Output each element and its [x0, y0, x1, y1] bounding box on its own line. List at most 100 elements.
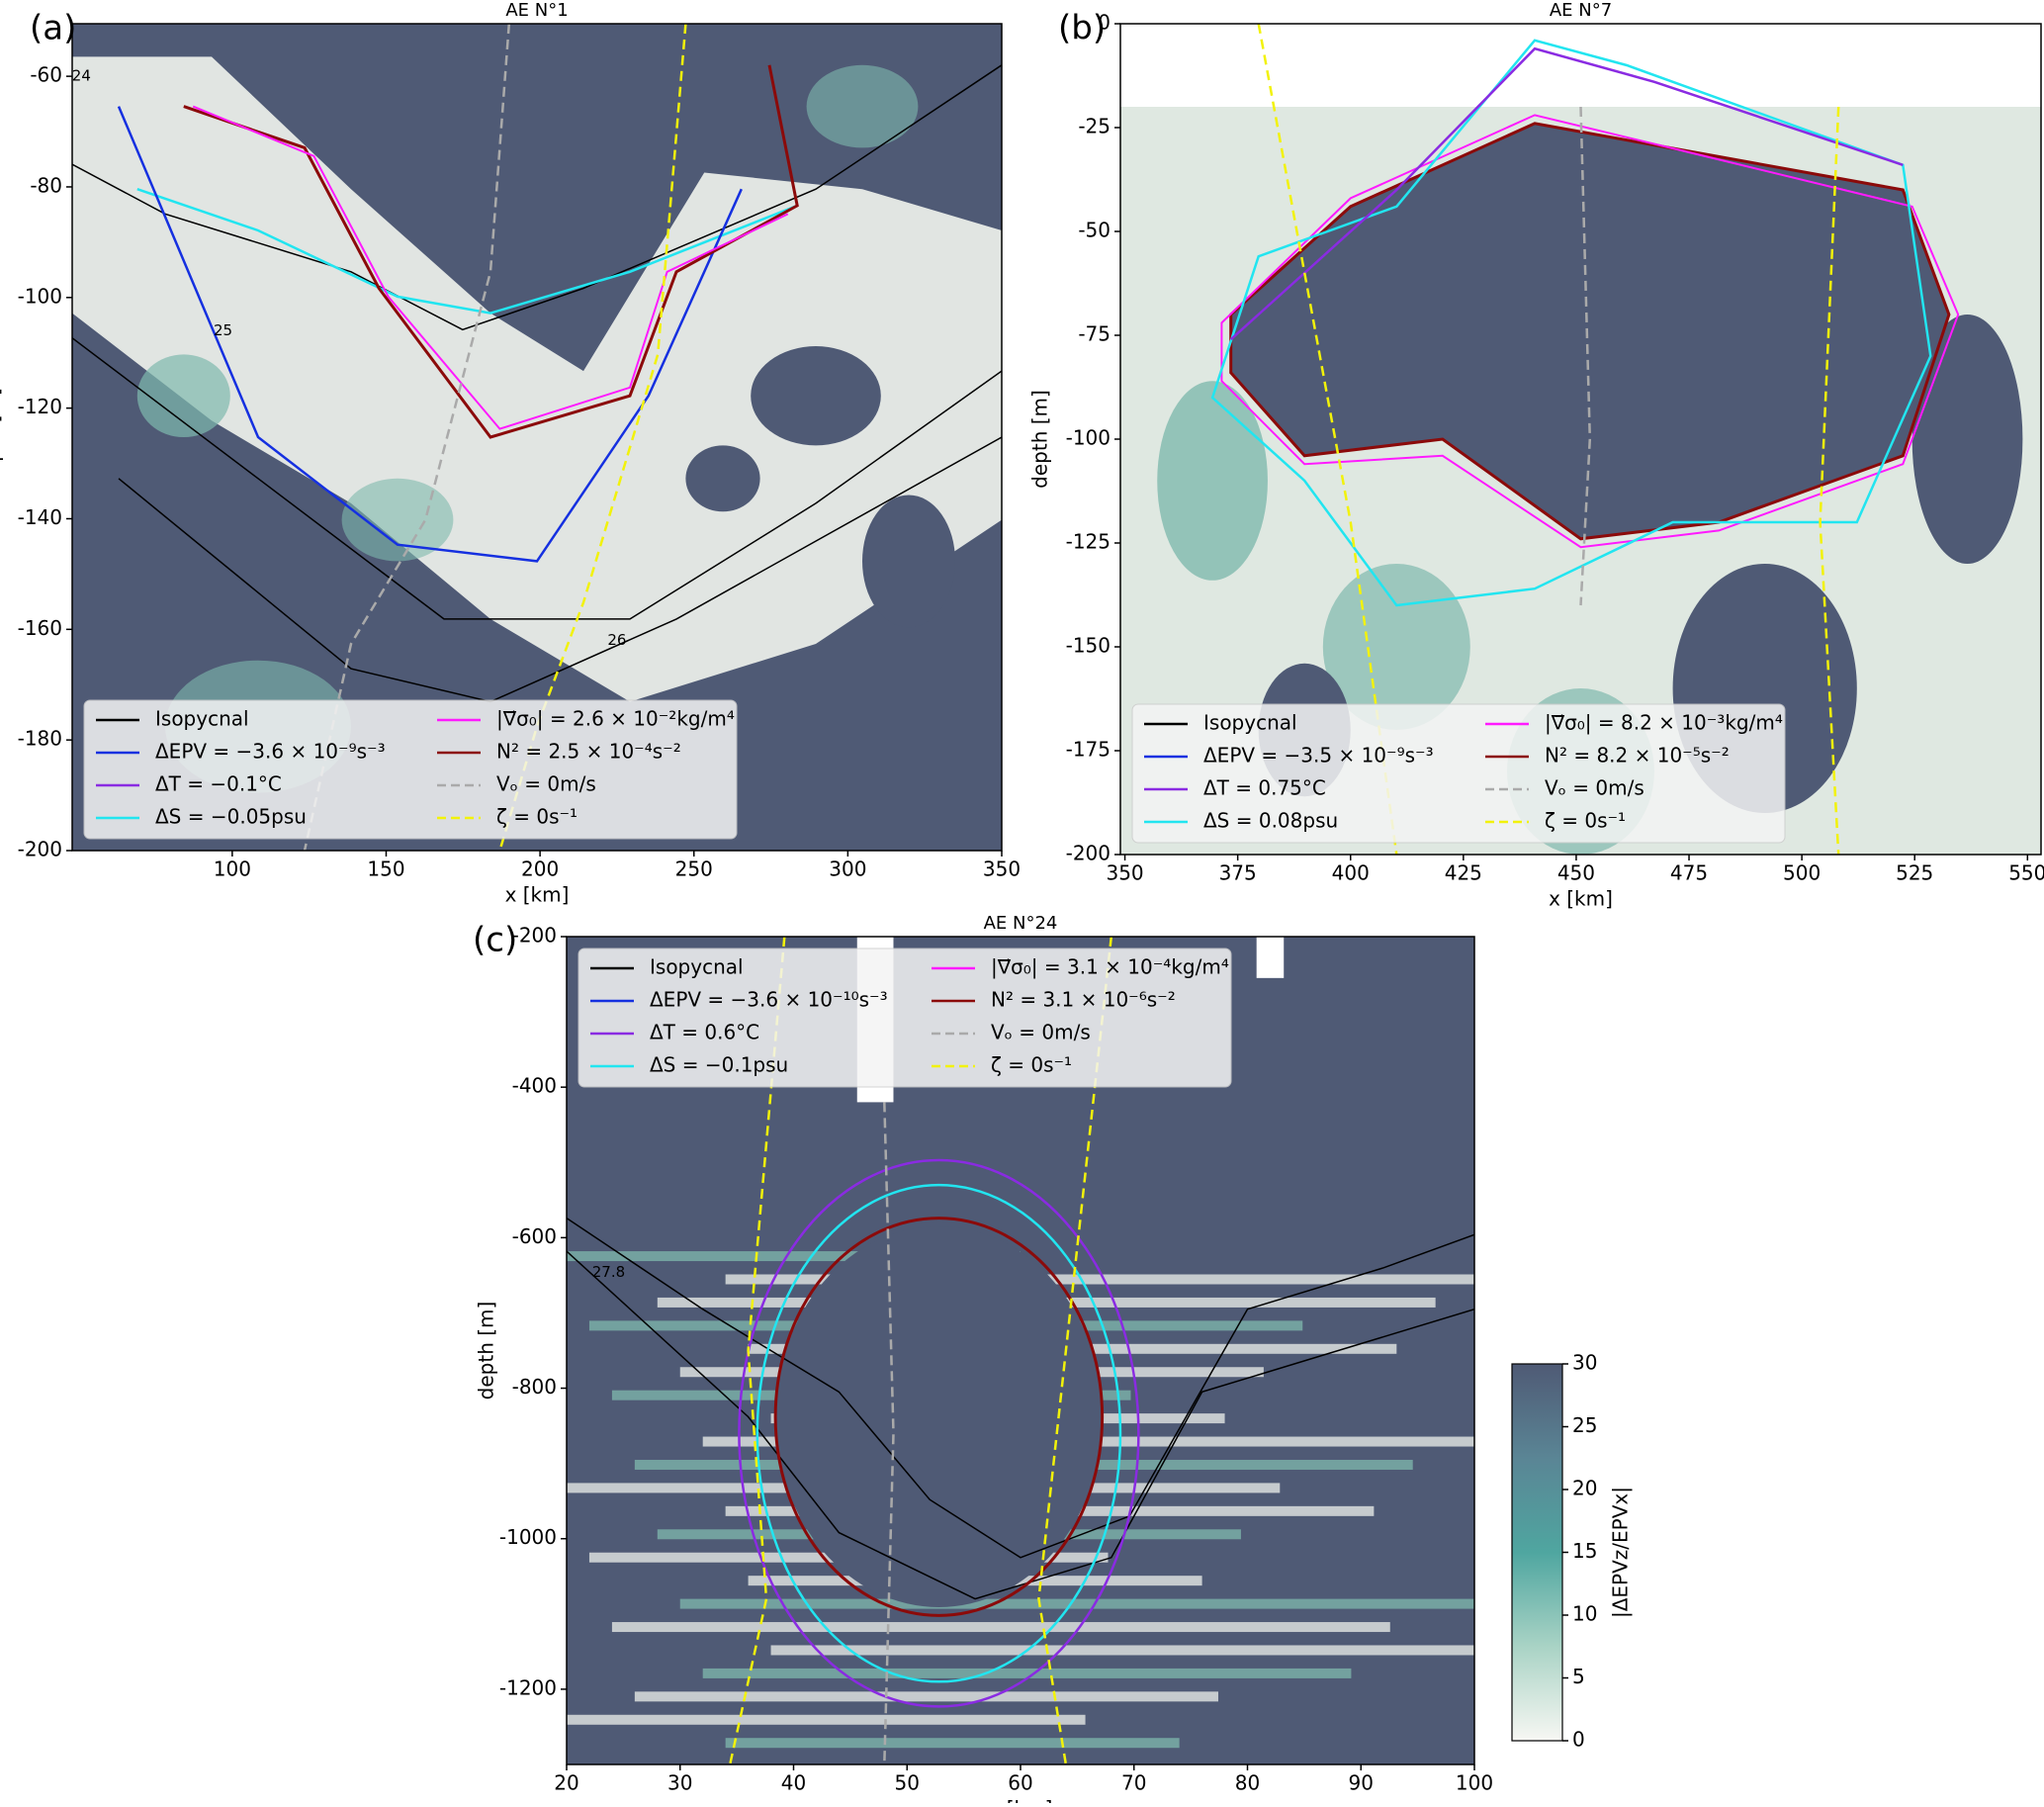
x-tick-label: 550 — [2008, 861, 2044, 885]
x-tick-label: 40 — [781, 1771, 806, 1795]
field-streak — [725, 1738, 1180, 1749]
legend-label: ΔS = −0.05psu — [155, 805, 307, 829]
y-tick-label: -100 — [18, 284, 62, 308]
legend-label: Vₒ = 0m/s — [1545, 776, 1644, 800]
contour-line — [1229, 46, 1904, 341]
legend-label: |∇⃗σ₀| = 3.1 × 10⁻⁴kg/m⁴ — [991, 955, 1229, 979]
contour-label: 25 — [214, 321, 232, 339]
y-tick-label: -200 — [512, 924, 557, 948]
field-patch — [685, 445, 760, 512]
x-tick-label: 90 — [1349, 1771, 1374, 1795]
contour-line — [567, 1250, 1474, 1600]
colorbar-tick-label: 30 — [1572, 1351, 1597, 1375]
chart-title: AE N°1 — [505, 0, 568, 21]
field-patch — [1911, 315, 2023, 564]
legend-label: Isopycnal — [1203, 711, 1297, 735]
field-patch — [806, 64, 919, 148]
panel-label: (a) — [30, 9, 76, 48]
y-tick-label: -100 — [1066, 426, 1111, 450]
contour-line — [755, 1183, 1122, 1683]
y-tick-label: -125 — [1066, 530, 1111, 554]
legend-label: Isopycnal — [650, 955, 744, 979]
plot-frame — [71, 23, 1003, 852]
contour-label: 27.8 — [592, 1263, 625, 1281]
field-streak — [770, 1645, 1474, 1656]
field-patch — [136, 354, 230, 438]
y-axis-label: depth [m] — [1028, 390, 1052, 489]
contour-line — [738, 1158, 1140, 1708]
y-tick-label: -140 — [18, 505, 62, 529]
x-tick-label: 475 — [1670, 861, 1708, 885]
y-tick-label: -1200 — [499, 1675, 557, 1699]
contour-line — [1210, 39, 1932, 607]
x-tick-label: 150 — [367, 858, 404, 881]
legend-box — [1131, 703, 1786, 844]
legend-label: ΔT = 0.75°C — [1203, 776, 1326, 800]
y-tick-label: -1000 — [499, 1525, 557, 1549]
contour-line — [773, 1217, 1105, 1617]
contour-line — [1229, 122, 1951, 541]
x-tick-label: 450 — [1557, 861, 1595, 885]
legend-label: Vₒ = 0m/s — [496, 772, 596, 796]
legend-label: ζ = 0s⁻¹ — [496, 805, 578, 829]
x-tick-label: 400 — [1332, 861, 1370, 885]
colorbar-tick-label: 0 — [1572, 1728, 1585, 1752]
x-tick-label: 100 — [214, 858, 251, 881]
field-mask — [1256, 937, 1285, 978]
contour-line — [1819, 106, 1840, 855]
contour-line — [1579, 106, 1592, 606]
contour-line — [728, 937, 786, 1764]
x-tick-label: 200 — [521, 858, 559, 881]
x-tick-label: 300 — [829, 858, 866, 881]
x-tick-label: 50 — [895, 1771, 920, 1795]
legend-label: Isopycnal — [155, 707, 249, 731]
field-patch — [1157, 381, 1268, 581]
x-tick-label: 350 — [983, 858, 1021, 881]
field-streak — [567, 1714, 1086, 1725]
contour-label: 24 — [72, 67, 91, 85]
contour-line — [183, 64, 799, 439]
y-tick-label: -80 — [30, 173, 62, 197]
y-tick-label: -200 — [18, 838, 62, 861]
legend-label: ΔEPV = −3.6 × 10⁻⁹s⁻³ — [155, 740, 386, 764]
field-patch — [775, 1225, 1103, 1607]
legend-label: ΔT = 0.6°C — [650, 1021, 759, 1044]
field-streak — [679, 1598, 1474, 1609]
colorbar-tick-label: 20 — [1572, 1477, 1597, 1500]
x-tick-label: 100 — [1456, 1771, 1493, 1795]
colorbar — [1511, 1363, 1563, 1742]
legend-label: |∇⃗σ₀| = 2.6 × 10⁻²kg/m⁴ — [496, 707, 735, 731]
y-tick-label: -160 — [18, 616, 62, 640]
contour-line — [117, 106, 743, 563]
colorbar-tick-label: 15 — [1572, 1539, 1597, 1563]
chart-title: AE N°24 — [984, 913, 1058, 934]
field-patch — [1230, 123, 1949, 539]
y-tick-label: -400 — [512, 1074, 557, 1098]
y-axis-label: depth [m] — [475, 1302, 498, 1400]
y-tick-label: -200 — [1066, 842, 1111, 865]
x-tick-label: 425 — [1445, 861, 1482, 885]
field-streak — [611, 1622, 1390, 1633]
field-patch — [72, 56, 1002, 702]
contour-label: 26 — [607, 631, 626, 649]
legend-label: ζ = 0s⁻¹ — [1545, 809, 1626, 833]
legend-label: Vₒ = 0m/s — [991, 1021, 1091, 1044]
field-mask — [1120, 24, 2041, 107]
x-tick-label: 525 — [1896, 861, 1933, 885]
x-tick-label: 375 — [1219, 861, 1257, 885]
y-tick-label: -600 — [512, 1224, 557, 1248]
y-tick-label: -180 — [18, 727, 62, 751]
legend-label: ΔS = 0.08psu — [1203, 809, 1338, 833]
legend-label: ΔEPV = −3.6 × 10⁻¹⁰s⁻³ — [650, 988, 888, 1012]
colorbar-label: |ΔEPVz/EPVx| — [1609, 1487, 1633, 1618]
x-axis-label: x [km] — [1549, 887, 1613, 911]
x-tick-label: 500 — [1783, 861, 1821, 885]
field-patch — [862, 495, 955, 628]
legend-label: ΔT = −0.1°C — [155, 772, 282, 796]
legend-box — [578, 948, 1232, 1088]
x-tick-label: 60 — [1008, 1771, 1032, 1795]
field-streak — [567, 1251, 1021, 1262]
y-axis-label: depth [m] — [0, 388, 4, 487]
y-tick-label: -25 — [1078, 115, 1111, 138]
x-axis-label: x [km] — [989, 1797, 1053, 1804]
